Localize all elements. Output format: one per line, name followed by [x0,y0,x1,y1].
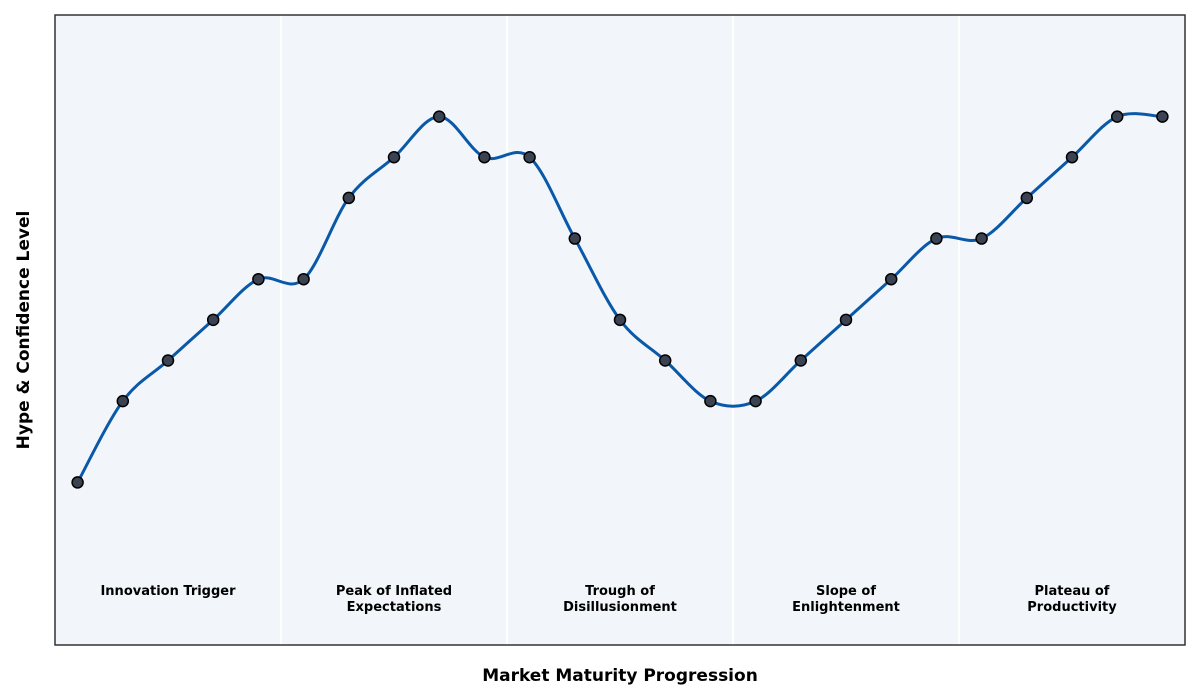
data-point [884,272,898,286]
data-point [1156,110,1169,123]
phase-label: Innovation Trigger [100,584,236,599]
data-point [478,151,491,164]
phase-label: Trough of Disillusionment [563,584,677,615]
data-point [658,354,672,367]
data-point [568,232,582,245]
data-point [71,476,84,489]
phase-dividers [280,15,960,645]
data-point [1110,110,1124,123]
phase-label-line: Disillusionment [563,600,677,615]
data-point [523,151,536,164]
data-points [71,110,1169,489]
phase-label-line: Slope of [816,584,876,599]
data-point [252,272,265,286]
phase-label-line: Productivity [1027,600,1117,615]
data-point [432,110,446,123]
phase-label: Slope of Enlightenment [792,584,900,615]
y-axis-label: Hype & Confidence Level [14,211,34,450]
phase-label-line: Plateau of [1035,584,1110,599]
phase-label-line: Expectations [347,600,442,615]
phase-label-line: Enlightenment [792,600,900,615]
data-point [930,232,943,245]
data-point [1065,151,1079,164]
data-point [613,313,627,327]
data-point [161,354,175,367]
phase-label-line: Trough of [585,584,655,599]
x-axis-label: Market Maturity Progression [482,666,758,686]
data-point [297,272,310,286]
data-point [387,151,401,164]
data-point [794,354,808,367]
data-point [206,313,220,327]
plot-frame [54,14,1186,646]
data-point [839,313,853,327]
data-point [749,394,762,408]
phase-label-line: Peak of Inflated [336,584,452,599]
data-point [704,394,717,408]
phase-label-line: Innovation Trigger [100,584,236,599]
data-point [116,394,130,408]
phase-label: Peak of Inflated Expectations [336,584,452,615]
phase-label: Plateau of Productivity [1027,584,1117,615]
data-point [1020,191,1034,205]
data-point [975,232,988,245]
phase-labels: Innovation Trigger Peak of Inflated Expect… [100,584,1117,615]
plot-background [55,15,1185,645]
data-point [342,191,356,205]
